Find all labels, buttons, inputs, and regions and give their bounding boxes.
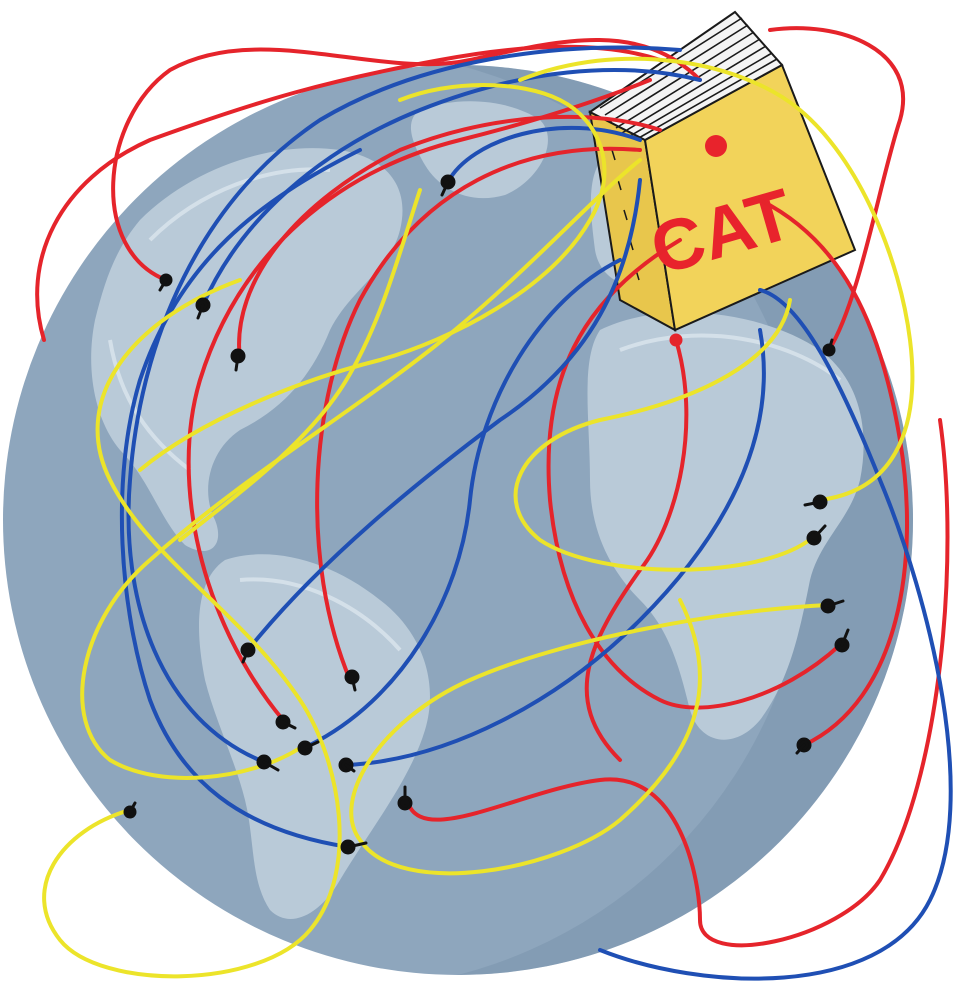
- plug: [275, 714, 297, 730]
- plug: [822, 338, 836, 357]
- plug: [397, 785, 413, 811]
- plug: [240, 642, 256, 664]
- yellow-wires: [42, 56, 915, 979]
- plug: [297, 740, 320, 756]
- plug: [344, 669, 360, 692]
- plug: [806, 524, 827, 546]
- blue-wires: [119, 45, 953, 981]
- land-africa: [587, 312, 864, 740]
- plug: [340, 839, 368, 855]
- plug: [803, 494, 828, 510]
- plug: [230, 348, 246, 372]
- plug: [795, 737, 812, 755]
- plug: [195, 297, 211, 320]
- red-wires: [35, 26, 950, 948]
- box-dot: [705, 135, 727, 157]
- plug: [669, 333, 683, 347]
- plug: [158, 273, 173, 292]
- plug: [834, 628, 850, 653]
- plug: [256, 754, 280, 772]
- plug: [338, 757, 356, 773]
- plug: [820, 598, 845, 614]
- plugs: [123, 174, 850, 855]
- plug: [440, 174, 456, 197]
- plug: [123, 801, 137, 819]
